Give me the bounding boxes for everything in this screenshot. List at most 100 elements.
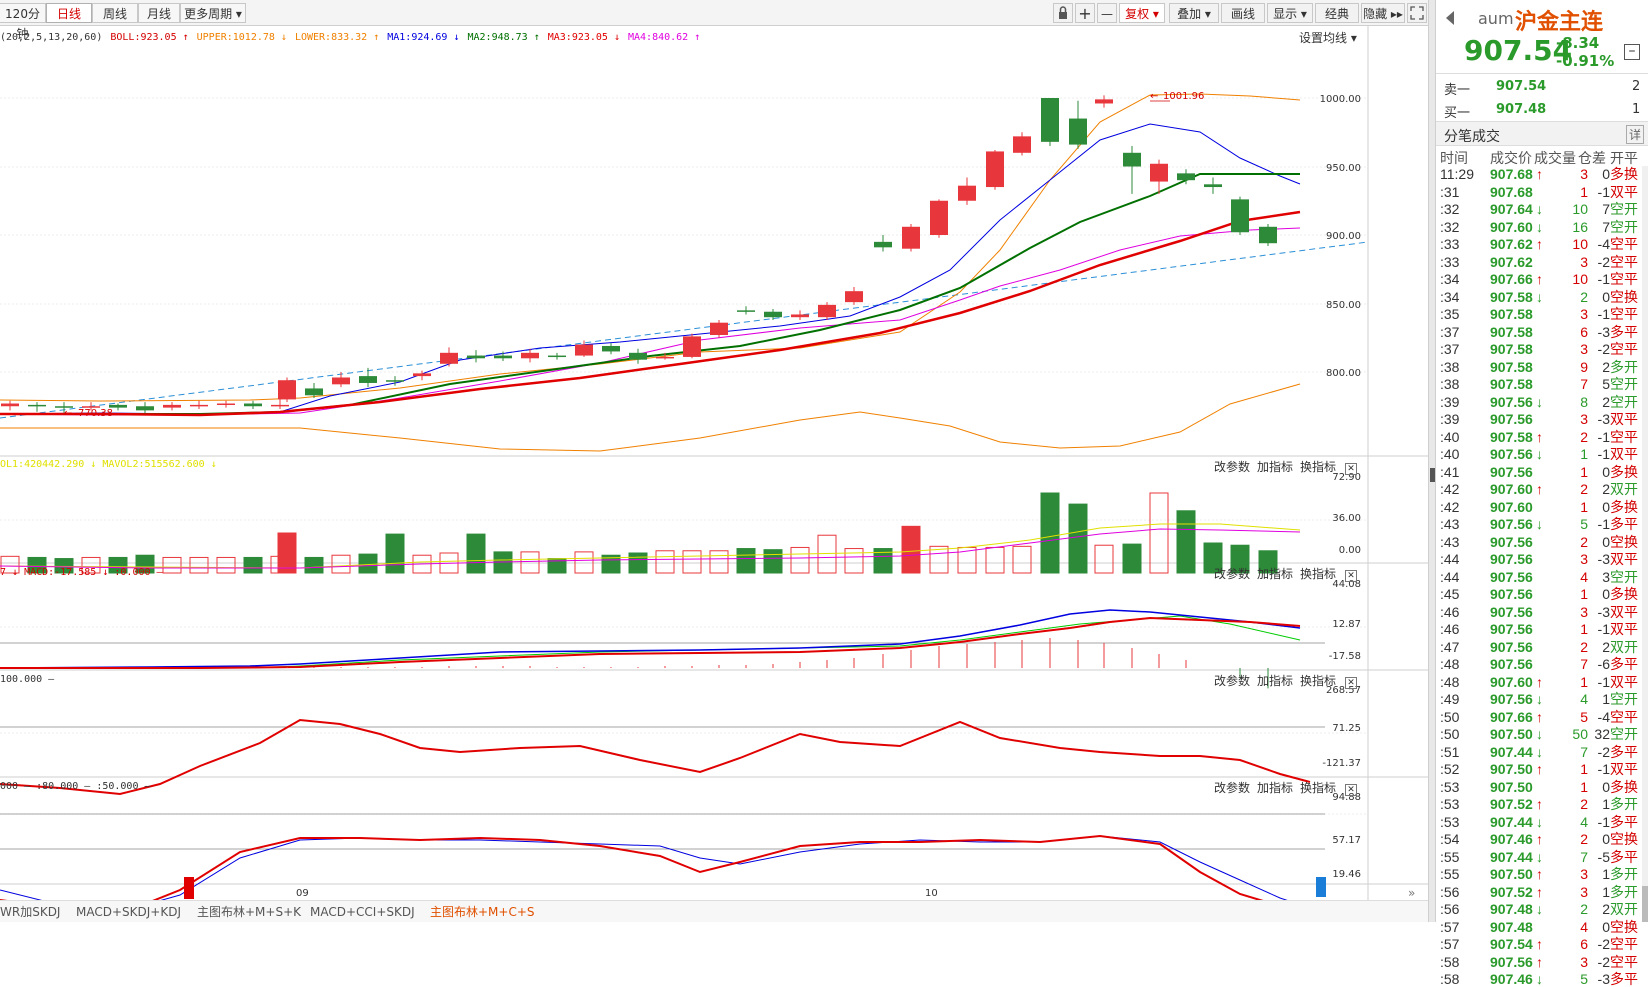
candlestick: [575, 340, 593, 357]
switch-indicator-button[interactable]: 换指标: [1300, 460, 1337, 474]
hide-panel-button[interactable]: 隐藏 ▸▸: [1361, 3, 1405, 23]
volume-bar: [81, 556, 101, 574]
candlestick: [737, 306, 755, 315]
candlestick: [710, 319, 728, 338]
template-macd-skdj-kdj[interactable]: MACD+SKDJ+KDJ: [76, 905, 181, 919]
add-indicator-button[interactable]: 加指标: [1257, 674, 1294, 688]
trade-volume: 2: [1580, 796, 1588, 812]
period-more-dropdown[interactable]: 更多周期 ▾: [180, 3, 246, 23]
volume-bar: [790, 546, 810, 574]
close-icon[interactable]: ✕: [1345, 570, 1358, 582]
trade-direction-icon: ↓: [1536, 288, 1543, 305]
panel-divider[interactable]: [1428, 0, 1436, 922]
trade-direction-icon: ↓: [1536, 691, 1543, 707]
trade-direction-icon: ↑: [1536, 271, 1543, 287]
template-boll-m-c-s[interactable]: 主图布林+M+C+S: [430, 905, 535, 919]
template-macd-cci-skdj[interactable]: MACD+CCI+SKDJ: [310, 905, 415, 919]
trade-volume: 7: [1580, 656, 1588, 672]
legend-ma1: MA1:924.69 ↓: [387, 32, 460, 43]
period-week[interactable]: 周线: [92, 3, 138, 23]
trade-price: 907.56: [1490, 516, 1533, 532]
close-icon[interactable]: ✕: [1345, 463, 1358, 475]
zoom-in-icon[interactable]: +: [1075, 3, 1095, 23]
overlay-dropdown[interactable]: 叠加 ▾: [1169, 3, 1219, 23]
scroll-right-icon[interactable]: »: [1408, 886, 1415, 900]
kline-chart[interactable]: ← 1001.96 ← 770.38 1000.00 950.00 900.00…: [0, 0, 1428, 900]
trade-scrollbar[interactable]: [1642, 166, 1648, 922]
trade-price: 907.62: [1490, 236, 1533, 252]
switch-indicator-button[interactable]: 换指标: [1300, 567, 1337, 581]
trade-time: :32: [1440, 218, 1460, 235]
modify-params-button[interactable]: 改参数: [1214, 567, 1251, 581]
classic-button[interactable]: 经典: [1315, 3, 1359, 23]
trade-type: 多平: [1610, 323, 1638, 340]
trade-time: :53: [1440, 778, 1460, 795]
kdj-k-line: [0, 835, 1288, 900]
template-wr-skdj[interactable]: WR加SKDJ: [0, 905, 61, 919]
close-icon[interactable]: ✕: [1345, 784, 1358, 796]
close-icon[interactable]: ✕: [1345, 677, 1358, 689]
trade-time: :42: [1440, 498, 1460, 515]
prev-contract-icon[interactable]: [1444, 10, 1456, 26]
svg-text:←: ←: [64, 408, 72, 419]
modify-params-button[interactable]: 改参数: [1214, 674, 1251, 688]
zoom-out-icon[interactable]: —: [1097, 3, 1117, 23]
trade-time: :38: [1440, 376, 1460, 392]
trade-price: 907.60: [1490, 673, 1533, 690]
trade-type: 空开: [1610, 568, 1638, 585]
candlestick: [109, 403, 127, 411]
trade-time: :51: [1440, 743, 1460, 760]
adjust-rights-dropdown[interactable]: 复权 ▾: [1119, 3, 1165, 23]
trade-type: 空平: [1610, 936, 1638, 952]
add-indicator-button[interactable]: 加指标: [1257, 567, 1294, 581]
trend-line[interactable]: [0, 241, 1369, 419]
quote-panel: aum 沪金主连 907.54 -8.34 -0.91% – 卖一 907.54…: [1436, 0, 1648, 987]
minimize-icon[interactable]: –: [1624, 44, 1640, 60]
trade-row: :33 907.62 ↑ 10 -4 空平: [1436, 236, 1648, 252]
collapse-handle-icon[interactable]: [1430, 468, 1435, 482]
period-day[interactable]: 日线: [46, 3, 92, 23]
trade-oi-change: -3: [1597, 603, 1610, 620]
trade-time: :55: [1440, 866, 1460, 882]
macd-dif-line: [0, 609, 1301, 669]
trade-volume: 1: [1580, 498, 1588, 515]
add-indicator-button[interactable]: 加指标: [1257, 781, 1294, 795]
detail-button[interactable]: 详: [1626, 125, 1645, 144]
fullscreen-icon[interactable]: [1407, 3, 1427, 23]
trade-row: :45 907.56 1 0 多换: [1436, 586, 1648, 602]
yaxis-label: 36.00: [1332, 513, 1361, 524]
ma-settings-button[interactable]: 设置均线 ▾: [1299, 31, 1357, 45]
switch-indicator-button[interactable]: 换指标: [1300, 674, 1337, 688]
trade-oi-change: -1: [1597, 446, 1610, 462]
trade-oi-change: 5: [1602, 376, 1610, 392]
trade-type: 空平: [1610, 341, 1638, 357]
period-month[interactable]: 月线: [138, 3, 180, 23]
trade-row: :57 907.54 ↑ 6 -2 空平: [1436, 936, 1648, 952]
trade-oi-change: -2: [1597, 743, 1610, 760]
period-120min[interactable]: 120分钟: [0, 3, 46, 41]
xaxis-label: 09: [296, 888, 309, 899]
trade-oi-change: -3: [1597, 323, 1610, 340]
trade-volume: 16: [1572, 218, 1588, 235]
switch-indicator-button[interactable]: 换指标: [1300, 781, 1337, 795]
lock-icon[interactable]: [1053, 3, 1073, 23]
trade-time: :57: [1440, 918, 1460, 935]
volume-bar: [709, 550, 729, 574]
cci-legend: 100.000 —: [0, 674, 55, 685]
trade-volume: 3: [1580, 166, 1588, 182]
display-dropdown[interactable]: 显示 ▾: [1267, 3, 1313, 23]
trade-oi-change: 0: [1602, 463, 1610, 480]
volume-bar: [466, 533, 486, 574]
modify-params-button[interactable]: 改参数: [1214, 781, 1251, 795]
trade-row: :55 907.44 ↓ 7 -5 多平: [1436, 849, 1648, 865]
add-indicator-button[interactable]: 加指标: [1257, 460, 1294, 474]
trade-price: 907.56: [1490, 656, 1533, 672]
trade-oi-change: -2: [1597, 953, 1610, 970]
template-boll-m-s-k[interactable]: 主图布林+M+S+K: [197, 905, 302, 919]
trade-row: :58 907.46 ↓ 5 -3 多平: [1436, 971, 1648, 987]
trade-type: 空开: [1610, 691, 1638, 707]
trade-type: 双平: [1610, 446, 1638, 462]
draw-line-button[interactable]: 画线: [1221, 3, 1265, 23]
modify-params-button[interactable]: 改参数: [1214, 460, 1251, 474]
kdj-sell-signal-marker: [1316, 877, 1326, 897]
